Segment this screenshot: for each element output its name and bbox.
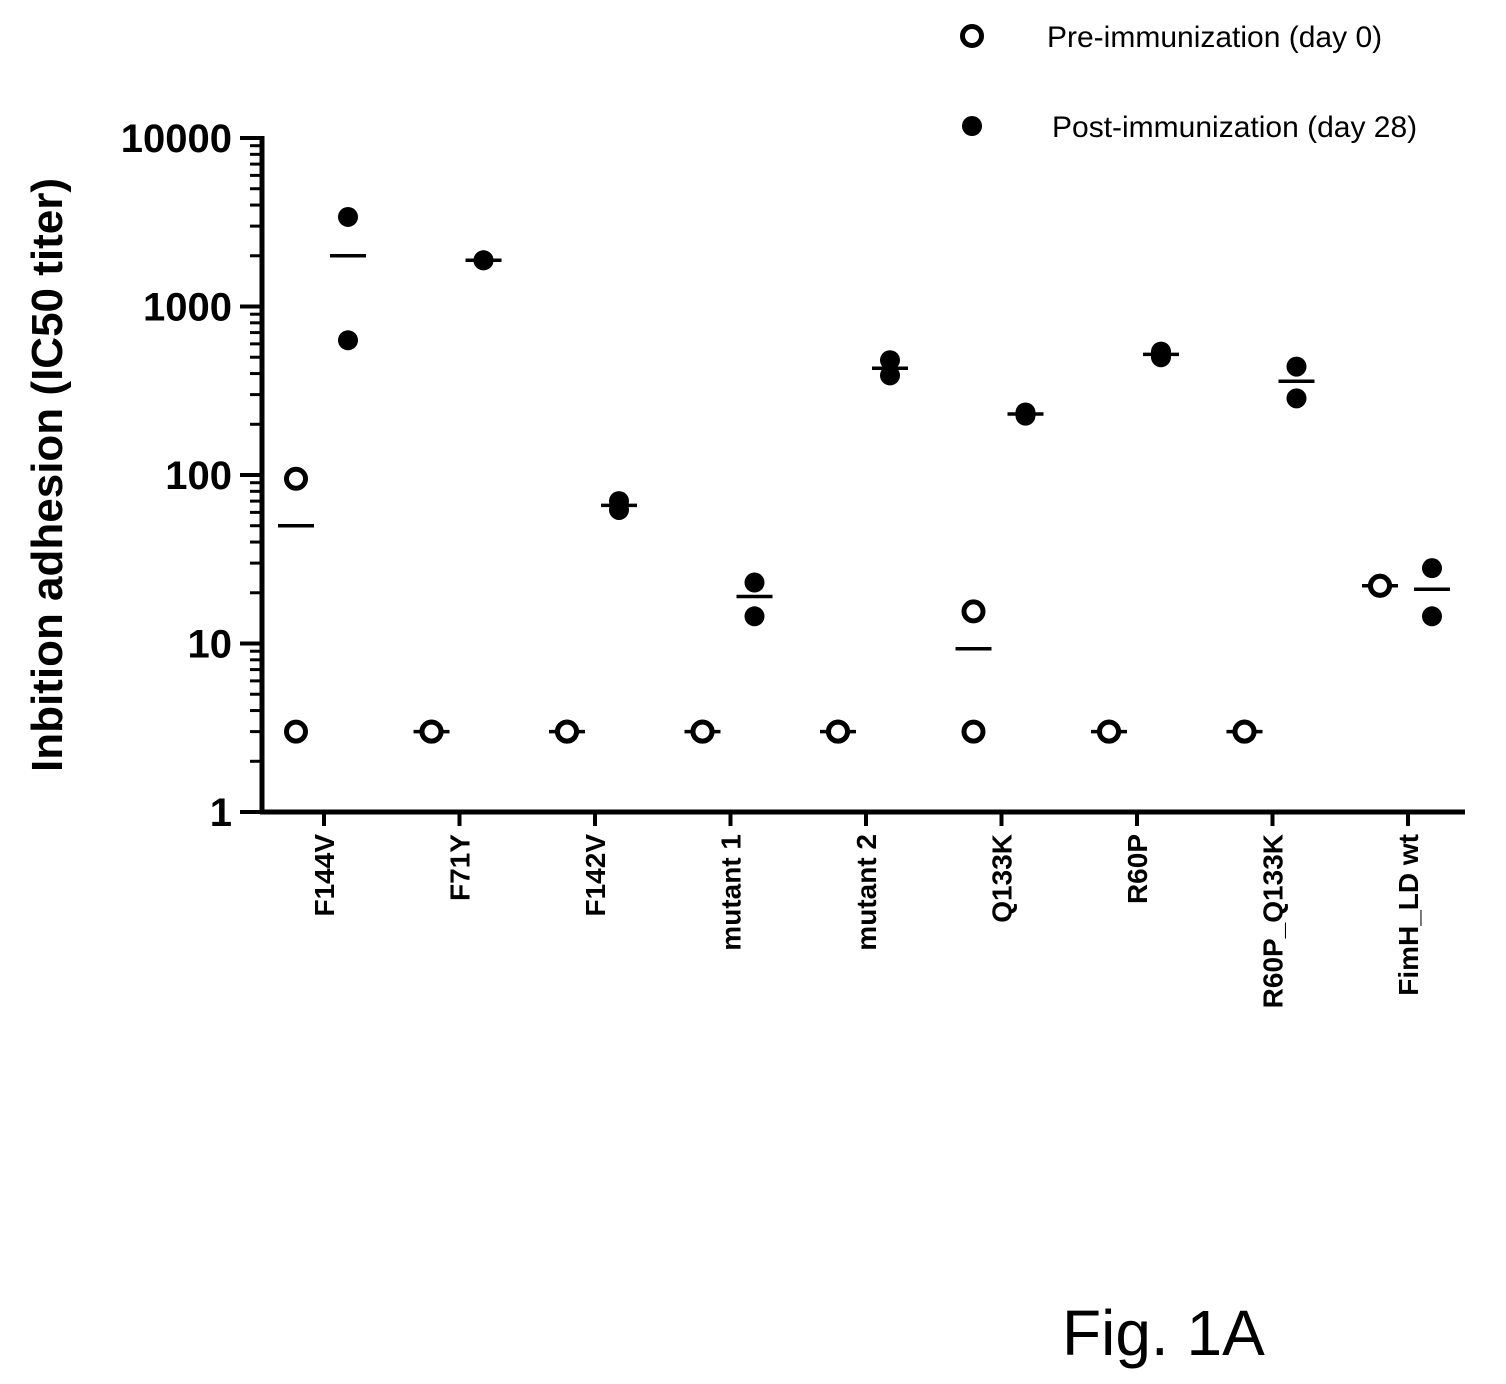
data-point-post bbox=[1286, 356, 1307, 377]
x-tick-label: FimH_LD wt bbox=[1393, 834, 1424, 996]
data-point-pre bbox=[961, 719, 986, 744]
data-point-pre bbox=[419, 719, 444, 744]
y-tick-label: 10000 bbox=[121, 117, 232, 161]
legend-marker-post bbox=[962, 116, 982, 136]
x-tick-label: mutant 1 bbox=[716, 834, 747, 951]
axes: 1 10 100 1000 10000 F144V F71Y F142V mutant 1 mut… bbox=[121, 117, 1465, 1008]
data-point-post bbox=[338, 330, 358, 351]
data-point-post bbox=[1422, 558, 1442, 579]
data-point-post bbox=[473, 250, 494, 271]
x-tick-label: mutant 2 bbox=[851, 834, 882, 951]
data-point-post bbox=[1422, 606, 1442, 627]
data-point-pre bbox=[1232, 719, 1257, 744]
legend-marker-pre bbox=[960, 24, 984, 48]
x-tick-label: R60P bbox=[1122, 834, 1153, 904]
data-point-pre bbox=[555, 719, 579, 744]
data-point-pre bbox=[1097, 719, 1121, 744]
data-point-post bbox=[744, 572, 765, 593]
legend-label: Pre-immunization (day 0) bbox=[1047, 21, 1382, 54]
x-tick-label: F142V bbox=[580, 834, 611, 917]
data-point-pre bbox=[690, 719, 715, 744]
y-axis-label: Inbition adhesion (IC50 titer) bbox=[23, 178, 72, 772]
data-point-pre bbox=[284, 719, 308, 744]
legend-label: Post-immunization (day 28) bbox=[1052, 111, 1417, 144]
data-point-post bbox=[1286, 388, 1307, 409]
data-point-post bbox=[880, 350, 900, 371]
x-tick-label: F71Y bbox=[445, 834, 476, 901]
figure-label: Fig. 1A bbox=[1062, 1297, 1265, 1369]
data-point-post bbox=[338, 206, 358, 227]
legend: Pre-immunization (day 0) Post-immunizatio… bbox=[960, 21, 1417, 144]
data-point-post bbox=[1151, 341, 1171, 362]
data-point-pre bbox=[284, 466, 308, 491]
data-point-pre bbox=[826, 719, 850, 744]
x-tick-label: F144V bbox=[309, 834, 340, 917]
data-point-post bbox=[1015, 402, 1036, 423]
y-tick-label: 1 bbox=[210, 791, 232, 835]
data-point-pre bbox=[1368, 573, 1392, 598]
data-marks bbox=[278, 206, 1450, 744]
data-point-pre bbox=[961, 599, 986, 624]
y-tick-label: 1000 bbox=[143, 286, 232, 330]
data-point-post bbox=[609, 491, 629, 512]
y-tick-label: 10 bbox=[188, 623, 233, 667]
x-tick-label: R60P_Q133K bbox=[1258, 834, 1289, 1008]
x-tick-label: Q133K bbox=[987, 834, 1018, 923]
data-point-post bbox=[744, 606, 765, 627]
y-tick-label: 100 bbox=[165, 454, 232, 498]
data-point-post bbox=[880, 365, 900, 386]
